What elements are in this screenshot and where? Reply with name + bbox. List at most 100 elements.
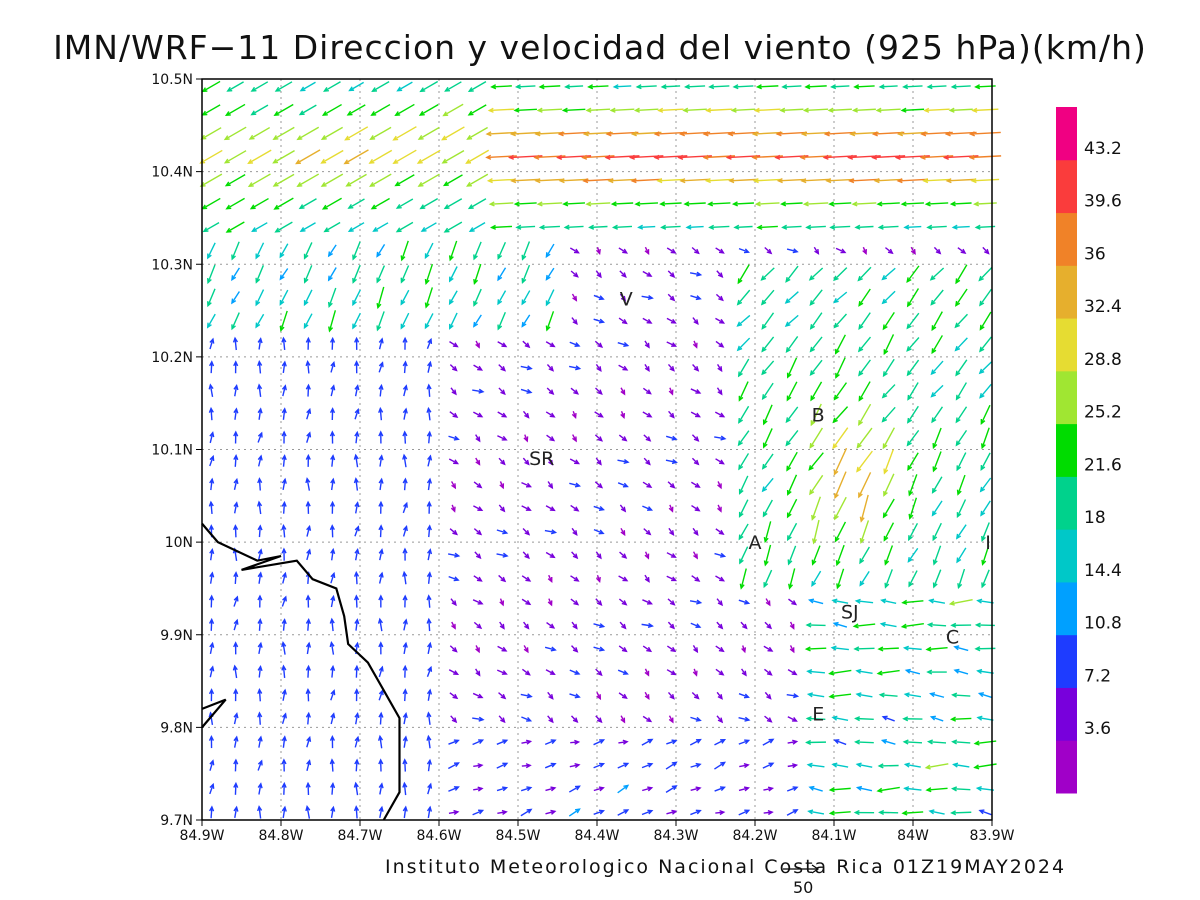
y-tick-label: 10.4N (151, 165, 193, 181)
wind-arrow (448, 669, 460, 676)
wind-arrow (225, 221, 245, 233)
y-tick-label: 10.1N (151, 443, 193, 459)
wind-arrow (978, 266, 993, 282)
wind-arrow (926, 622, 947, 628)
wind-arrow (499, 598, 505, 607)
x-tick-label: 84.3W (653, 828, 698, 844)
wind-arrow (475, 340, 480, 349)
wind-arrow (642, 317, 653, 324)
wind-arrow (305, 453, 311, 467)
wind-arrow (570, 715, 579, 724)
wind-arrow (513, 107, 537, 113)
wind-arrow (257, 477, 263, 491)
wind-arrow (513, 201, 537, 207)
wind-arrow (907, 452, 919, 472)
wind-arrow (209, 431, 215, 444)
wind-arrow (634, 201, 659, 207)
wind-arrow (881, 290, 896, 305)
wind-arrow (786, 357, 798, 379)
wind-arrow (951, 786, 971, 792)
wind-arrow (836, 568, 845, 590)
wind-arrow (330, 594, 336, 608)
place-label: B (812, 404, 825, 426)
wind-arrow (738, 523, 749, 541)
wind-arrow (498, 574, 507, 583)
wind-arrow (975, 786, 995, 792)
wind-arrow (372, 222, 389, 232)
wind-arrow (828, 810, 851, 816)
wind-arrow (233, 595, 239, 607)
wind-arrow (475, 457, 481, 466)
wind-arrow (715, 247, 725, 254)
wind-arrow (571, 293, 578, 302)
wind-arrow (642, 387, 652, 395)
wind-arrow (952, 762, 970, 768)
wind-arrow (208, 360, 215, 374)
wind-arrow (473, 505, 484, 512)
wind-arrow (976, 668, 994, 674)
wind-arrow (306, 759, 312, 771)
wind-arrow (329, 758, 335, 772)
wind-arrow (233, 384, 239, 397)
wind-arrow (329, 524, 335, 538)
x-axis-ticks: 84.9W 84.8W 84.7W 84.6W 84.5W 84.4W 84.3W 84.2W… (179, 820, 1015, 844)
wind-arrow (789, 645, 795, 654)
wind-arrow (521, 598, 532, 606)
wind-arrow (497, 411, 508, 418)
wind-arrow (544, 529, 558, 535)
wind-arrow (642, 645, 653, 653)
wind-arrow (515, 224, 536, 230)
wind-arrow (354, 548, 360, 561)
wind-arrow (930, 360, 944, 376)
wind-arrow (233, 571, 239, 584)
x-tick-label: 84W (897, 828, 929, 844)
wind-arrow (257, 735, 263, 748)
wind-arrow (859, 546, 870, 565)
wind-arrow (764, 246, 773, 255)
wind-arrow (281, 523, 287, 538)
wind-arrow (786, 474, 798, 496)
wind-arrow (738, 716, 751, 722)
wind-arrow (605, 131, 639, 137)
wind-arrow (775, 131, 808, 137)
wind-arrow (426, 477, 433, 491)
wind-arrow (272, 173, 295, 187)
wind-arrow (691, 504, 701, 512)
wind-arrow (642, 715, 653, 723)
wind-arrow (595, 457, 602, 466)
wind-arrow (521, 241, 531, 261)
wind-arrow (752, 178, 782, 184)
wind-arrow (666, 645, 677, 653)
wind-arrow (400, 240, 409, 262)
wind-arrow (787, 669, 798, 676)
wind-arrow (306, 407, 312, 420)
wind-arrow (660, 224, 681, 230)
wind-arrow (619, 270, 627, 278)
wind-arrow (739, 546, 749, 565)
place-label: C (946, 627, 959, 649)
wind-arrow (330, 689, 336, 701)
wind-arrow (787, 739, 799, 745)
wind-arrow (618, 692, 628, 699)
wind-arrow (376, 265, 386, 284)
wind-arrow (305, 711, 311, 725)
wind-arrow (755, 84, 779, 90)
wind-arrow (424, 263, 434, 285)
wind-arrow (901, 810, 924, 816)
wind-arrow (281, 547, 287, 561)
wind-arrow (547, 691, 554, 700)
wind-arrow (521, 575, 532, 582)
wind-arrow (833, 382, 848, 401)
wind-arrow (201, 80, 221, 93)
wind-arrow (702, 131, 735, 137)
wind-arrow (305, 360, 311, 374)
wind-arrow (354, 758, 360, 772)
wind-arrow (833, 291, 848, 304)
wind-arrow (901, 599, 924, 605)
wind-arrow (932, 522, 942, 542)
wind-arrow (257, 664, 263, 678)
wind-arrow (448, 458, 460, 465)
wind-arrow (327, 287, 337, 308)
wind-arrow (978, 361, 992, 375)
wind-arrow (450, 387, 457, 396)
